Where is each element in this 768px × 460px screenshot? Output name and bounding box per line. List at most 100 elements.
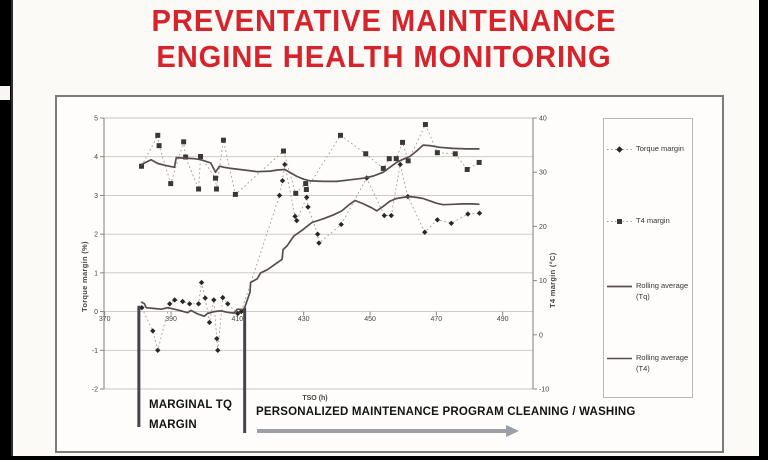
torque-margin-point xyxy=(294,217,300,224)
t4-margin-point xyxy=(380,165,386,171)
torque-margin-point xyxy=(465,211,471,217)
left-axis-tick-label: -1 xyxy=(92,348,98,355)
torque-margin-point xyxy=(448,220,454,227)
right-axis-tick-label: -10 xyxy=(539,387,549,394)
left-axis-title: Torque margin (%) xyxy=(80,241,89,312)
left-axis-tick-label: 3 xyxy=(94,193,98,200)
legend-label-t4-margin: T4 margin xyxy=(636,216,670,225)
legend-item-rolling-average-t4: Rolling average (T4) xyxy=(606,353,694,375)
series-line-torque-margin xyxy=(141,164,480,351)
right-axis-tick-label: 40 xyxy=(539,116,547,123)
torque-margin-point xyxy=(422,229,428,235)
t4-margin-point xyxy=(183,154,189,160)
series-line-t4-margin xyxy=(141,123,480,196)
t4-margin-point xyxy=(280,148,286,154)
legend-item-torque-margin: Torque margin xyxy=(606,144,694,155)
right-axis-tick-label: 10 xyxy=(539,278,547,285)
left-axis-tick-label: 5 xyxy=(94,116,98,123)
series-line-rolling-average-t4- xyxy=(140,144,480,183)
torque-margin-point xyxy=(338,221,344,228)
t4-margin-point xyxy=(139,163,145,169)
x-axis-tick-label: 450 xyxy=(364,316,376,323)
torque-margin-point xyxy=(211,297,217,303)
right-axis-title: T4 margin (°C) xyxy=(548,252,557,308)
t4-margin-point xyxy=(293,190,299,196)
legend-item-rolling-average-tq: Rolling average (Tq) xyxy=(606,281,694,303)
t4-margin-point xyxy=(393,156,399,162)
torque-margin-point xyxy=(220,294,226,301)
torque-margin-point xyxy=(155,347,161,353)
torque-margin-point xyxy=(434,217,441,223)
t4-margin-point xyxy=(168,181,174,187)
legend-item-t4-margin: T4 margin xyxy=(606,216,694,227)
legend-box xyxy=(603,118,693,398)
torque-margin-point xyxy=(276,192,283,199)
left-axis-tick-label: 1 xyxy=(94,270,98,277)
x-axis-tick-label: 370 xyxy=(99,316,111,323)
x-axis-tick-label: 410 xyxy=(232,316,244,323)
torque-margin-point xyxy=(195,301,202,307)
t4-margin-point xyxy=(155,132,161,138)
marginal-tq-annotation-line2: MARGIN xyxy=(149,419,197,431)
torque-margin-point xyxy=(150,328,156,334)
t4-margin-point xyxy=(452,151,458,157)
torque-margin-point xyxy=(381,212,387,219)
torque-margin-point xyxy=(305,204,311,210)
series-line-rolling-average-tq- xyxy=(140,195,480,318)
t4-margin-point xyxy=(303,187,309,193)
torque-margin-point xyxy=(139,305,145,311)
torque-margin-point xyxy=(238,308,245,315)
dotted-square-legend-sample-icon xyxy=(607,219,632,224)
scan-artifact-notch xyxy=(0,86,10,100)
t4-margin-point xyxy=(434,150,440,156)
t4-margin-point xyxy=(405,158,411,164)
torque-margin-point xyxy=(279,178,286,184)
torque-margin-point xyxy=(179,298,186,305)
solid-line-legend-sample-icon xyxy=(607,285,632,288)
left-axis-tick-label: 0 xyxy=(94,309,98,316)
dotted-diamond-legend-sample-icon xyxy=(607,146,632,153)
torque-margin-point xyxy=(303,194,310,201)
torque-margin-point xyxy=(167,301,173,307)
legend-label-torque-margin: Torque margin xyxy=(636,144,684,153)
torque-margin-point xyxy=(186,301,193,307)
x-axis-title: TSO (h) xyxy=(302,395,328,402)
slide-title-line1: PREVENTATIVE MAINTENANCE xyxy=(151,3,617,38)
t4-margin-point xyxy=(338,132,344,138)
right-axis-tick-label: 0 xyxy=(539,332,543,339)
t4-margin-point xyxy=(213,186,219,192)
x-axis-tick-label: 470 xyxy=(431,316,443,323)
program-arrow-head xyxy=(506,425,519,437)
t4-margin-point xyxy=(386,156,392,162)
t4-margin-point xyxy=(212,175,218,181)
t4-margin-point xyxy=(196,186,202,192)
x-axis-tick-label: 430 xyxy=(298,316,310,323)
torque-margin-point xyxy=(316,240,322,246)
t4-margin-point xyxy=(422,122,428,128)
right-axis-tick-label: 20 xyxy=(539,224,547,231)
torque-margin-point xyxy=(198,279,205,286)
torque-margin-point xyxy=(171,297,178,303)
torque-margin-point xyxy=(282,161,288,168)
torque-margin-point xyxy=(292,213,298,220)
legend-label-rolling-average-t4: Rolling average (T4) xyxy=(636,353,689,373)
torque-margin-point xyxy=(202,295,208,301)
torque-margin-point xyxy=(476,210,483,216)
legend-label-rolling-average-tq: Rolling average (Tq) xyxy=(636,281,689,301)
torque-margin-point xyxy=(388,212,394,219)
t4-margin-point xyxy=(464,166,470,172)
right-axis-tick-label: 30 xyxy=(539,170,547,177)
t4-margin-point xyxy=(181,139,187,145)
t4-margin-point xyxy=(156,143,162,149)
torque-margin-point xyxy=(206,319,213,326)
solid-line-legend-sample-icon xyxy=(607,357,632,360)
left-axis-tick-label: 4 xyxy=(94,154,98,161)
torque-margin-point xyxy=(214,335,220,342)
x-axis-tick-label: 490 xyxy=(497,316,509,323)
t4-margin-point xyxy=(198,153,204,159)
t4-margin-point xyxy=(232,191,238,197)
torque-margin-point xyxy=(314,231,321,237)
torque-margin-point xyxy=(234,310,241,317)
t4-margin-point xyxy=(303,181,309,187)
